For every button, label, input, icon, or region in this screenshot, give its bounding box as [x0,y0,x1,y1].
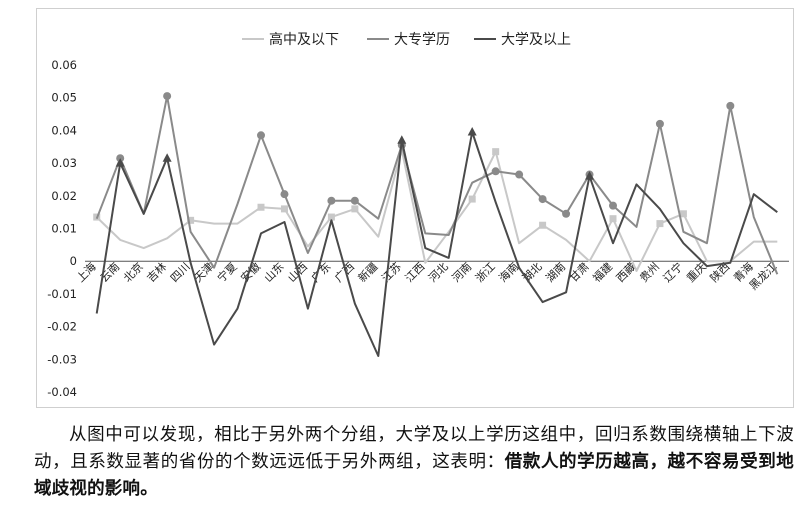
data-point-marker [656,220,664,228]
y-tick-label: -0.04 [47,385,77,399]
x-tick-label: 浙江 [473,260,498,285]
data-point-marker [280,190,289,199]
data-point-marker [162,153,172,162]
data-point-marker [257,131,265,140]
x-tick-label: 广东 [309,260,334,285]
legend-label: 大学及以上 [501,32,571,48]
x-tick-label: 河北 [426,260,451,285]
x-tick-label: 上海 [73,259,98,284]
legend-label: 大专学历 [394,32,450,48]
x-tick-label: 宁夏 [214,259,239,284]
caption-paragraph: 从图中可以发现，相比于另外两个分组，大学及以上学历这组中，回归系数围绕横轴上下波… [34,422,794,503]
data-point-marker [491,167,500,176]
y-tick-label: -0.03 [47,352,77,366]
x-tick-label: 西藏 [614,260,639,285]
x-tick-label: 安徽 [238,259,263,284]
y-tick-label: 0.05 [51,91,77,105]
caption-emphasis: 借款人的学历越高，越不容易受到地域歧视的影响。 [34,452,795,499]
line-chart: 0.06 0.05 0.04 0.03 0.02 0.01 0 -0.01 -0.02 -0.03… [47,31,789,399]
data-point-marker [609,215,617,223]
chart-container: 0.06 0.05 0.04 0.03 0.02 0.01 0 -0.01 -0.02 -0.03… [36,8,794,408]
x-tick-label: 北京 [120,259,145,284]
data-point-marker [257,203,265,211]
caption-text: 从图中可以发现，相比于另外两个分组，大学及以上学历这组中，回归系数围绕横轴上下波… [34,422,794,503]
data-point-marker [187,216,195,224]
legend-label: 高中及以下 [269,31,339,48]
data-point-marker [280,205,288,213]
x-tick-label: 河南 [450,260,475,285]
y-tick-label: -0.01 [47,287,77,301]
x-tick-label: 湖北 [520,260,545,285]
y-tick-label: 0.04 [51,123,77,137]
data-point-marker [351,205,359,213]
series-line-1 [96,149,778,272]
data-point-marker [655,119,664,128]
data-point-marker [562,209,571,218]
x-tick-label: 山东 [262,260,287,285]
x-tick-label: 新疆 [355,259,380,284]
data-point-marker [163,92,172,101]
data-point-marker [679,210,687,218]
data-point-marker [492,148,500,156]
series-line-2 [95,95,779,275]
y-tick-label: 0 [70,254,77,268]
data-point-marker [327,213,335,221]
caption-body: 从图中可以发现，相比于另外两个分组，大学及以上学历这组中，回归系数围绕横轴上下波… [34,425,794,472]
x-tick-label: 江西 [403,260,428,285]
x-tick-label: 吉林 [144,259,169,284]
data-point-marker [350,196,359,205]
x-tick-label: 福建 [590,259,615,284]
y-tick-label: -0.02 [47,320,77,334]
y-tick-label: 0.02 [51,189,77,203]
data-point-marker [467,127,477,136]
data-point-marker [609,201,617,210]
series-line-3 [95,131,778,357]
x-tick-label: 辽宁 [660,259,685,284]
y-tick-label: 0.01 [51,222,77,236]
data-point-marker [327,196,336,205]
data-point-marker [515,170,524,179]
data-point-marker [539,221,547,229]
x-tick-label: 湖南 [543,260,568,285]
data-point-marker [585,171,595,180]
y-tick-label: 0.03 [51,156,77,170]
x-tick-label: 四川 [168,260,193,285]
data-point-marker [468,195,476,203]
x-tick-label: 江苏 [379,260,404,285]
data-point-marker [397,135,407,144]
data-point-marker [726,101,735,110]
data-point-marker [115,158,125,167]
data-point-marker [538,195,547,204]
y-tick-label: 0.06 [51,58,77,72]
